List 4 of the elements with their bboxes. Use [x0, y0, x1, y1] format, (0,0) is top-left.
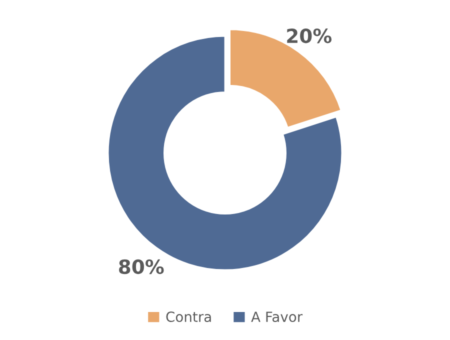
legend-label: Contra	[166, 312, 211, 322]
data-label: 20%	[287, 28, 332, 44]
legend-label: A Favor	[251, 312, 303, 322]
data-label: 80%	[119, 259, 164, 274]
